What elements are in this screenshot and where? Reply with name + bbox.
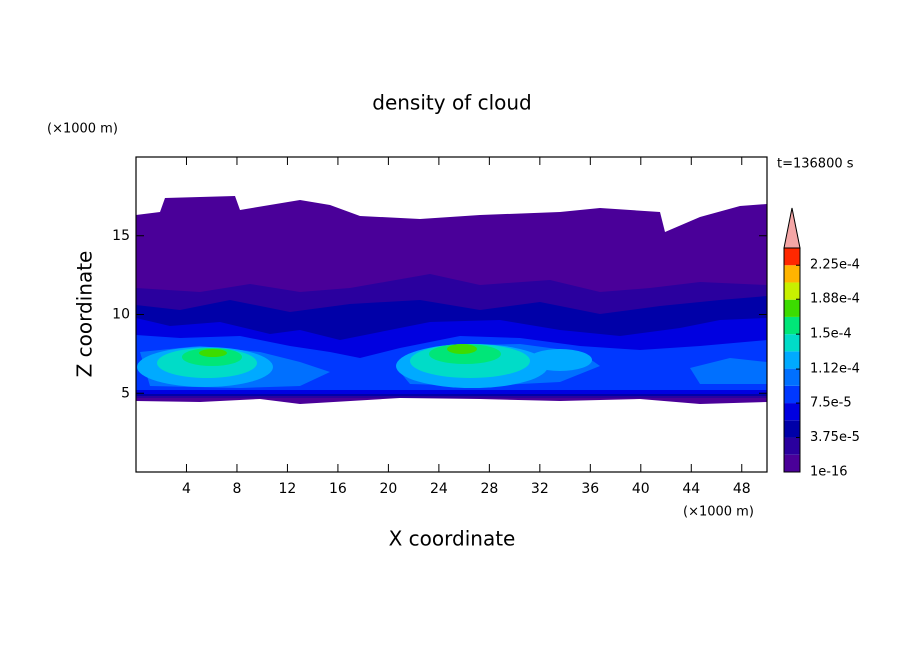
- colorbar-segment: [784, 385, 800, 404]
- colorbar-segment: [784, 299, 800, 317]
- chart-title: density of cloud: [372, 91, 531, 115]
- colorbar-segment: [784, 265, 800, 283]
- x-tick-label: 28: [480, 481, 498, 497]
- colorbar-segment: [784, 351, 800, 369]
- contour-region: [182, 348, 242, 366]
- x-tick-label: 32: [531, 481, 549, 497]
- x-tick-label: 40: [632, 481, 650, 497]
- colorbar-label: 3.75e-5: [810, 430, 860, 445]
- x-tick-label: 24: [430, 481, 448, 497]
- y-tick-label: 15: [112, 228, 130, 244]
- contour-region: [199, 349, 227, 357]
- colorbar-segment: [784, 454, 800, 472]
- colorbar-label: 1.5e-4: [810, 327, 852, 342]
- contour-field: [136, 196, 767, 404]
- x-tick-label: 20: [379, 481, 397, 497]
- colorbar-label: 1e-16: [810, 465, 848, 480]
- x-tick-label: 4: [182, 481, 191, 497]
- colorbar-label: 2.25e-4: [810, 258, 860, 273]
- x-unit: (×1000 m): [683, 505, 754, 520]
- x-tick-label: 8: [232, 481, 241, 497]
- x-axis-title: X coordinate: [389, 527, 516, 551]
- colorbar-segment: [784, 420, 800, 438]
- colorbar-label: 1.12e-4: [810, 362, 860, 377]
- time-label: t=136800 s: [777, 157, 854, 172]
- colorbar-label: 1.88e-4: [810, 292, 860, 307]
- x-tick-label: 48: [733, 481, 751, 497]
- colorbar-segment: [784, 282, 800, 300]
- x-tick-label: 44: [682, 481, 700, 497]
- y-tick-label: 5: [121, 385, 130, 401]
- colorbar-segment: [784, 437, 800, 455]
- x-tick-label: 36: [581, 481, 599, 497]
- x-tick-label: 16: [329, 481, 347, 497]
- colorbar-segment: [784, 368, 800, 386]
- colorbar-segment: [784, 403, 800, 421]
- contour-region: [447, 344, 477, 354]
- colorbar-segment: [784, 316, 800, 335]
- colorbar-frame: [783, 247, 801, 473]
- y-unit: (×1000 m): [47, 122, 118, 137]
- y-tick-label: 10: [112, 307, 130, 323]
- colorbar-label: 7.5e-5: [810, 396, 852, 411]
- x-tick-label: 12: [279, 481, 297, 497]
- colorbar-segment: [784, 248, 800, 266]
- colorbar-segment: [784, 334, 800, 352]
- y-axis-title: Z coordinate: [73, 251, 97, 378]
- contour-region: [528, 349, 592, 371]
